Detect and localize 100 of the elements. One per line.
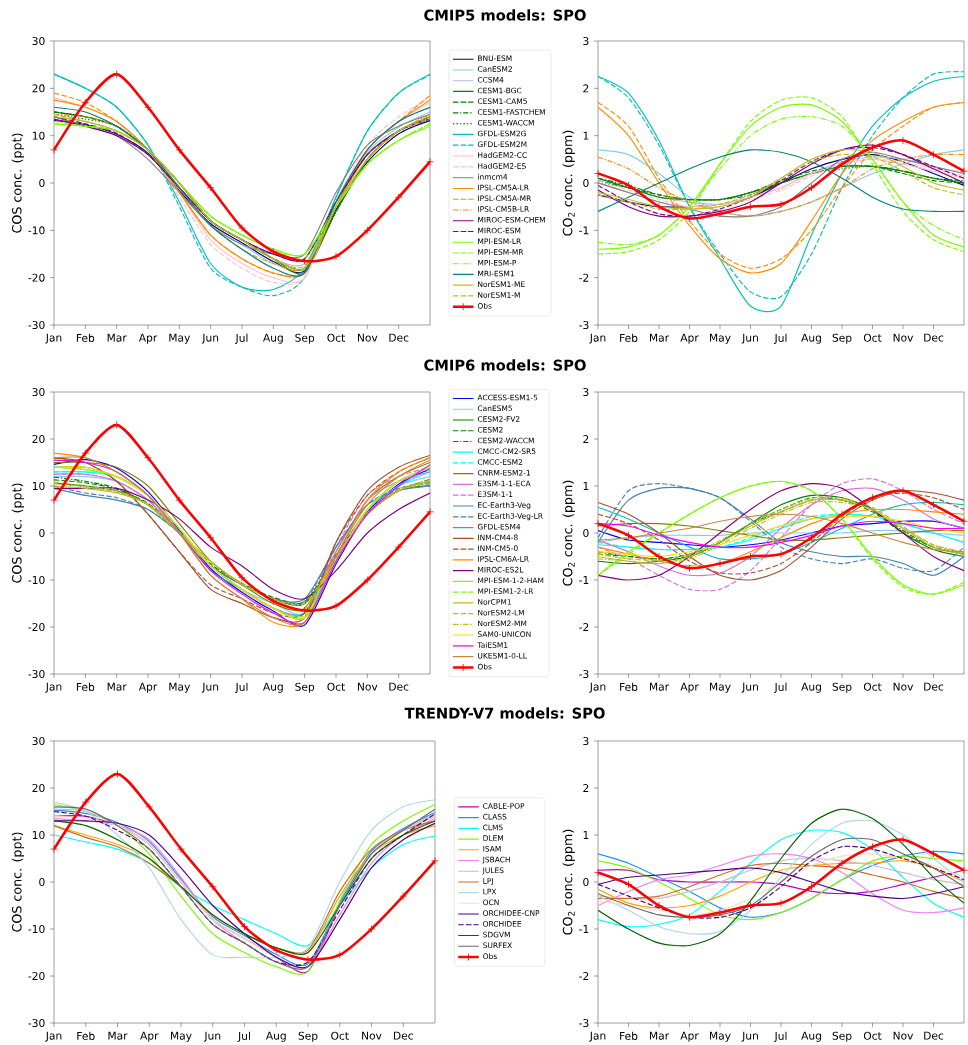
y-tick-label: -30 bbox=[28, 669, 45, 679]
y-tick-label: -10 bbox=[28, 575, 45, 585]
y-tick-label: -20 bbox=[28, 971, 45, 981]
x-tick-label: Feb bbox=[77, 1031, 95, 1040]
y-axis-title: COS conc. (ppt) bbox=[11, 832, 25, 932]
y-tick-label: -2 bbox=[579, 623, 589, 631]
x-tick-label: Jun bbox=[203, 1031, 221, 1042]
x-tick-label: Apr bbox=[138, 333, 158, 344]
y-tick-label: -30 bbox=[28, 320, 45, 330]
x-tick-label: Jan bbox=[589, 333, 606, 344]
x-tick-label: Sep bbox=[832, 682, 852, 693]
x-tick-label: Mar bbox=[107, 682, 127, 691]
x-tick-label: Nov bbox=[362, 1031, 382, 1040]
x-tick-label: Jul bbox=[237, 1031, 250, 1042]
x-tick-label: Sep bbox=[832, 1031, 852, 1042]
x-tick-label: Nov bbox=[893, 682, 914, 691]
x-tick-label: Nov bbox=[357, 333, 378, 342]
x-tick-label: May bbox=[710, 682, 731, 693]
x-tick-label: Feb bbox=[76, 333, 95, 342]
y-tick-label: 30 bbox=[32, 36, 45, 46]
x-tick-label: Jul bbox=[235, 682, 248, 693]
y-tick-label: -1 bbox=[579, 925, 589, 933]
y-tick-label: -2 bbox=[579, 972, 589, 980]
y-tick-label: 1 bbox=[583, 482, 589, 490]
y-tick-label: 20 bbox=[32, 84, 45, 93]
y-tick-label: -30 bbox=[28, 1018, 45, 1028]
y-tick-label: 2 bbox=[583, 435, 589, 443]
x-tick-label: Aug bbox=[801, 1031, 821, 1042]
x-tick-label: Jun bbox=[201, 682, 219, 693]
x-tick-label: Dec bbox=[389, 682, 409, 691]
y-tick-label: 2 bbox=[583, 84, 589, 93]
y-tick-label: 30 bbox=[32, 387, 45, 397]
y-tick-label: -10 bbox=[28, 924, 45, 934]
y-tick-label: 3 bbox=[583, 387, 589, 397]
x-tick-label: Jul bbox=[774, 1031, 787, 1042]
x-tick-label: Nov bbox=[893, 1031, 914, 1040]
y-tick-label: -2 bbox=[579, 273, 589, 282]
x-tick-label: Oct bbox=[863, 333, 882, 342]
x-tick-label: Oct bbox=[863, 682, 882, 691]
x-tick-label: Apr bbox=[140, 1031, 159, 1042]
x-tick-label: Jul bbox=[235, 333, 248, 344]
x-tick-label: Oct bbox=[863, 1031, 882, 1040]
y-tick-label: -10 bbox=[28, 226, 45, 235]
y-tick-label: 20 bbox=[32, 783, 45, 793]
y-tick-label: -20 bbox=[28, 622, 45, 632]
y-tick-label: 0 bbox=[39, 178, 45, 188]
y-tick-label: -1 bbox=[579, 226, 589, 235]
x-tick-label: Jan bbox=[589, 682, 606, 693]
x-tick-label: May bbox=[169, 682, 191, 693]
x-tick-label: May bbox=[710, 1031, 731, 1042]
x-tick-label: Jan bbox=[45, 682, 62, 693]
y-tick-label: 2 bbox=[583, 784, 589, 792]
x-tick-label: Aug bbox=[263, 333, 283, 344]
x-tick-label: Aug bbox=[265, 1031, 286, 1042]
x-tick-label: Jun bbox=[741, 1031, 758, 1042]
y-axis-title: COS conc. (ppt) bbox=[11, 133, 25, 233]
y-axis-title: CO$_{2}$ conc. (ppm) bbox=[562, 480, 575, 586]
x-tick-label: Mar bbox=[649, 333, 670, 342]
x-tick-label: Oct bbox=[327, 682, 345, 691]
x-tick-label: Jan bbox=[589, 1031, 606, 1042]
x-tick-label: Dec bbox=[924, 682, 944, 691]
x-tick-label: Dec bbox=[924, 1031, 944, 1040]
y-tick-label: 0 bbox=[39, 528, 45, 538]
x-tick-label: Jun bbox=[741, 333, 758, 344]
x-tick-label: Mar bbox=[649, 1031, 670, 1040]
text: CMIP5 models: SPO bbox=[424, 9, 586, 21]
text: TRENDY-V7 models: SPO bbox=[404, 707, 605, 719]
x-tick-label: Feb bbox=[620, 682, 638, 691]
x-tick-label: Feb bbox=[620, 333, 638, 342]
text: CMIP6 models: SPO bbox=[424, 359, 586, 371]
y-tick-label: 0 bbox=[583, 877, 589, 887]
y-tick-label: 0 bbox=[583, 178, 589, 188]
x-tick-label: Aug bbox=[801, 682, 821, 693]
x-tick-label: Nov bbox=[357, 682, 378, 691]
x-tick-label: Jan bbox=[45, 333, 62, 344]
x-tick-label: Sep bbox=[295, 333, 315, 344]
x-tick-label: Feb bbox=[620, 1031, 638, 1040]
x-tick-label: Jun bbox=[741, 682, 758, 693]
y-tick-label: 0 bbox=[583, 528, 589, 538]
x-tick-label: May bbox=[710, 333, 731, 344]
x-tick-label: Sep bbox=[295, 682, 315, 693]
y-axis-title: CO$_{2}$ conc. (ppm) bbox=[562, 130, 575, 236]
x-tick-label: Jul bbox=[774, 333, 787, 344]
y-tick-label: 10 bbox=[32, 481, 45, 491]
x-tick-label: Oct bbox=[331, 1031, 349, 1040]
y-tick-label: -1 bbox=[579, 576, 589, 584]
x-tick-label: Sep bbox=[298, 1031, 318, 1042]
y-axis-title: COS conc. (ppt) bbox=[11, 483, 25, 583]
y-tick-label: 10 bbox=[32, 131, 45, 140]
x-tick-label: May bbox=[171, 1031, 192, 1042]
y-tick-label: 1 bbox=[583, 131, 589, 140]
y-tick-label: 3 bbox=[583, 36, 589, 46]
y-tick-label: -3 bbox=[579, 320, 589, 330]
y-tick-label: 20 bbox=[32, 434, 45, 444]
x-tick-label: May bbox=[169, 333, 191, 344]
x-tick-label: Dec bbox=[393, 1031, 413, 1040]
x-tick-label: Jan bbox=[45, 1031, 62, 1042]
y-tick-label: 0 bbox=[39, 877, 45, 887]
x-tick-label: Apr bbox=[680, 333, 699, 344]
y-tick-label: -3 bbox=[579, 1018, 589, 1028]
